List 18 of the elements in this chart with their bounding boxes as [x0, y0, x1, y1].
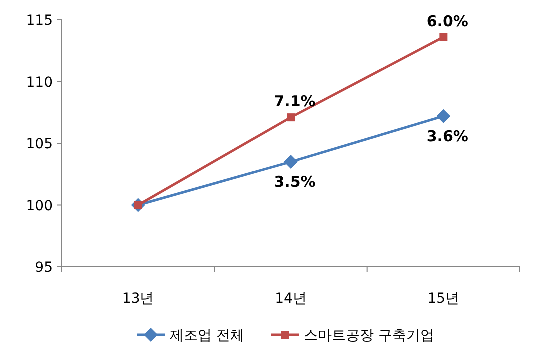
annotation: 7.1%: [274, 92, 316, 111]
point: [287, 114, 295, 122]
y-tick-label: 95: [35, 260, 53, 276]
point: [284, 155, 298, 170]
x-tick-label: 13년: [122, 291, 154, 307]
y-tick-label: 105: [26, 136, 53, 152]
y-tick-label: 100: [26, 198, 53, 214]
x-tick-label: 14년: [275, 291, 307, 307]
point: [440, 33, 448, 42]
point: [436, 109, 451, 124]
y-tick-label: 110: [26, 74, 53, 91]
legend-label: 스마트공장 구축기업: [304, 328, 434, 344]
y-tick-label: 115: [26, 13, 53, 29]
annotation: 3.5%: [274, 173, 316, 192]
annotation: 6.0%: [426, 12, 468, 30]
legend-label: 제조업 전체: [170, 328, 244, 344]
annotation: 3.6%: [426, 127, 468, 146]
x-tick-label: 15년: [428, 291, 460, 307]
